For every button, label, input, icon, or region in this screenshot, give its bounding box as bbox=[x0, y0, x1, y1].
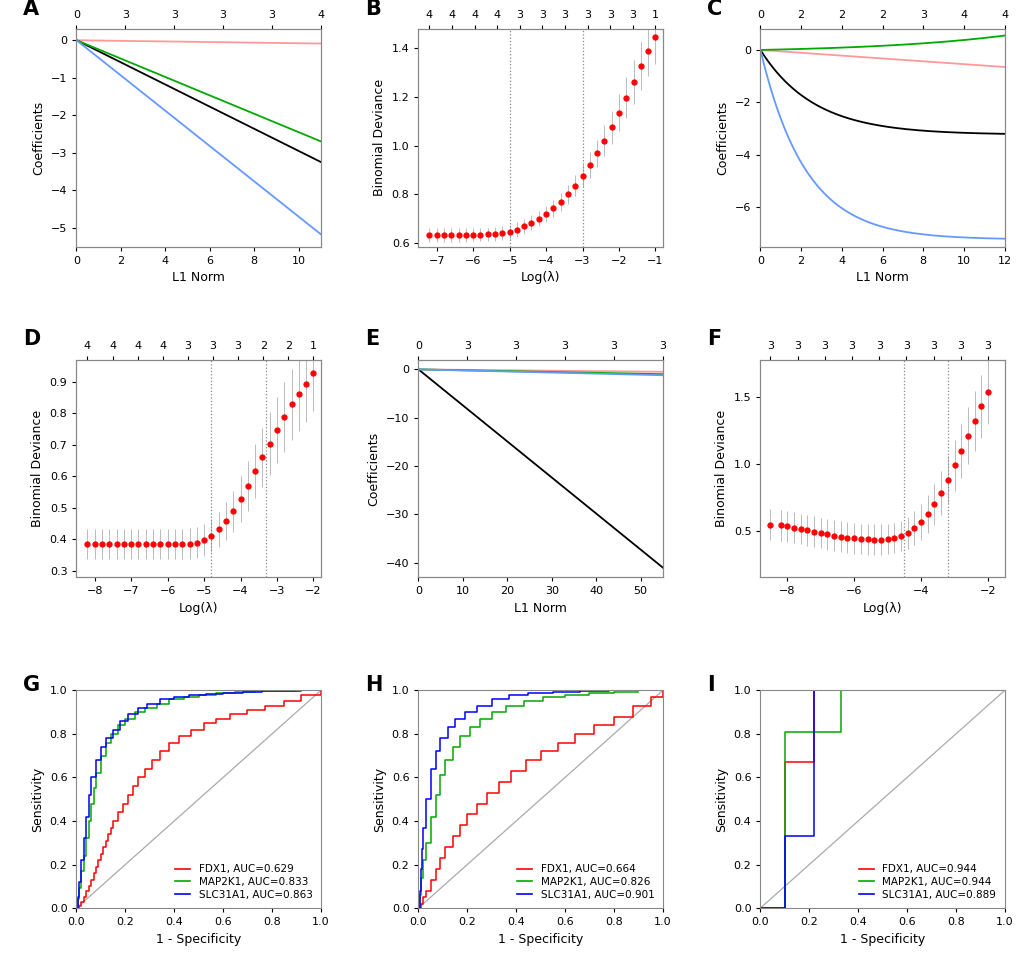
X-axis label: 1 - Specificity: 1 - Specificity bbox=[497, 932, 583, 946]
X-axis label: 1 - Specificity: 1 - Specificity bbox=[839, 932, 924, 946]
Text: B: B bbox=[365, 0, 380, 18]
Text: C: C bbox=[706, 0, 721, 18]
Y-axis label: Coefficients: Coefficients bbox=[715, 100, 729, 175]
X-axis label: Log(λ): Log(λ) bbox=[521, 271, 559, 284]
Y-axis label: Sensitivity: Sensitivity bbox=[373, 767, 386, 832]
Text: D: D bbox=[22, 329, 40, 350]
Y-axis label: Binomial Deviance: Binomial Deviance bbox=[714, 410, 728, 527]
Y-axis label: Coefficients: Coefficients bbox=[33, 100, 46, 175]
X-axis label: 1 - Specificity: 1 - Specificity bbox=[156, 932, 242, 946]
Legend: FDX1, AUC=0.629, MAP2K1, AUC=0.833, SLC31A1, AUC=0.863: FDX1, AUC=0.629, MAP2K1, AUC=0.833, SLC3… bbox=[171, 862, 315, 903]
Text: G: G bbox=[22, 675, 40, 696]
Y-axis label: Sensitivity: Sensitivity bbox=[32, 767, 44, 832]
Text: A: A bbox=[22, 0, 39, 18]
Text: I: I bbox=[706, 675, 713, 696]
X-axis label: L1 Norm: L1 Norm bbox=[514, 602, 567, 615]
Y-axis label: Sensitivity: Sensitivity bbox=[714, 767, 728, 832]
Legend: FDX1, AUC=0.944, MAP2K1, AUC=0.944, SLC31A1, AUC=0.889: FDX1, AUC=0.944, MAP2K1, AUC=0.944, SLC3… bbox=[855, 862, 999, 903]
X-axis label: Log(λ): Log(λ) bbox=[178, 602, 218, 615]
Text: F: F bbox=[706, 329, 720, 350]
Legend: FDX1, AUC=0.664, MAP2K1, AUC=0.826, SLC31A1, AUC=0.901: FDX1, AUC=0.664, MAP2K1, AUC=0.826, SLC3… bbox=[513, 862, 657, 903]
X-axis label: L1 Norm: L1 Norm bbox=[172, 271, 225, 284]
X-axis label: Log(λ): Log(λ) bbox=[862, 602, 902, 615]
X-axis label: L1 Norm: L1 Norm bbox=[855, 271, 908, 284]
Text: E: E bbox=[365, 329, 379, 350]
Y-axis label: Coefficients: Coefficients bbox=[367, 432, 380, 505]
Y-axis label: Binomial Deviance: Binomial Deviance bbox=[373, 79, 386, 196]
Y-axis label: Binomial Deviance: Binomial Deviance bbox=[32, 410, 44, 527]
Text: H: H bbox=[365, 675, 382, 696]
